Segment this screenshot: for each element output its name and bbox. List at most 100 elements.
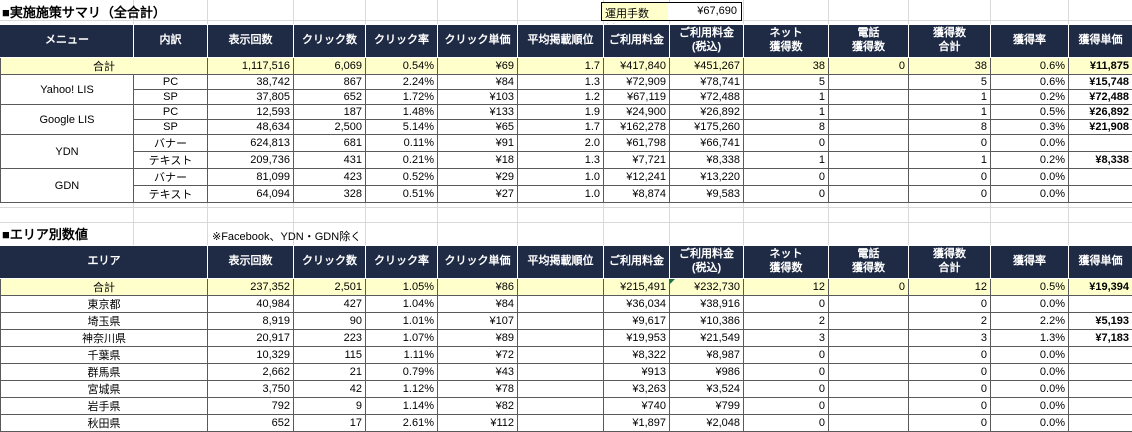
header-cell[interactable]: ご利用料金 (604, 246, 670, 279)
area-cell[interactable]: 東京都 (1, 296, 208, 313)
cell[interactable]: 1.2 (518, 90, 604, 105)
cell[interactable]: 0 (829, 58, 909, 75)
cell[interactable]: ¥451,267 (670, 58, 744, 75)
cell[interactable]: ¥19,394 (1069, 279, 1132, 296)
area-cell[interactable]: 岩手県 (1, 398, 208, 415)
cell[interactable]: 0 (909, 364, 991, 381)
cell[interactable]: ¥38,916 (670, 296, 744, 313)
cell[interactable]: 12 (909, 279, 991, 296)
cell[interactable]: ¥913 (604, 364, 670, 381)
cell[interactable] (518, 279, 604, 296)
cell[interactable]: 0 (909, 169, 991, 186)
cell[interactable]: ¥3,263 (604, 381, 670, 398)
cell[interactable]: 237,352 (208, 279, 294, 296)
cell[interactable] (518, 381, 604, 398)
cell[interactable]: 0.51% (366, 186, 438, 203)
cell[interactable]: 42 (294, 381, 366, 398)
cell[interactable]: 2 (744, 313, 829, 330)
cell[interactable]: ¥7,721 (604, 152, 670, 169)
cell[interactable]: 1 (744, 152, 829, 169)
cell[interactable]: 0.52% (366, 169, 438, 186)
cell[interactable]: 81,099 (208, 169, 294, 186)
cell[interactable]: 2,500 (294, 120, 366, 135)
breakdown-cell[interactable]: SP (134, 120, 208, 135)
cell[interactable]: 187 (294, 105, 366, 120)
cell[interactable]: 20,917 (208, 330, 294, 347)
cell[interactable]: 0.0% (991, 186, 1069, 203)
cell[interactable]: ¥67,119 (604, 90, 670, 105)
cell[interactable]: 6,069 (294, 58, 366, 75)
cell[interactable]: ¥3,524 (670, 381, 744, 398)
cell[interactable]: ¥7,183 (1069, 330, 1132, 347)
cell[interactable]: 624,813 (208, 135, 294, 152)
cell[interactable]: 1.01% (366, 313, 438, 330)
header-cell[interactable]: 獲得率 (991, 25, 1069, 58)
breakdown-cell[interactable]: バナー (134, 169, 208, 186)
cell[interactable] (1069, 135, 1132, 152)
cell[interactable] (829, 105, 909, 120)
cell[interactable] (1069, 296, 1132, 313)
header-cell[interactable]: 電話 獲得数 (829, 25, 909, 58)
cell[interactable]: 1,117,516 (208, 58, 294, 75)
cell[interactable]: 0.3% (991, 120, 1069, 135)
cell[interactable]: ¥112 (438, 415, 518, 432)
cell[interactable] (829, 152, 909, 169)
cell[interactable]: 652 (208, 415, 294, 432)
cell[interactable]: 0 (909, 347, 991, 364)
area-cell[interactable]: 千葉県 (1, 347, 208, 364)
cell[interactable]: ¥232,730 (670, 279, 744, 296)
header-cell[interactable]: エリア (1, 246, 208, 279)
breakdown-cell[interactable]: PC (134, 105, 208, 120)
cell[interactable]: 115 (294, 347, 366, 364)
header-cell[interactable]: 獲得率 (991, 246, 1069, 279)
header-cell[interactable]: 電話 獲得数 (829, 246, 909, 279)
cell[interactable]: ¥1,897 (604, 415, 670, 432)
header-cell[interactable]: クリック単価 (438, 25, 518, 58)
header-cell[interactable]: ネット 獲得数 (744, 246, 829, 279)
cell[interactable]: 0 (909, 186, 991, 203)
cell[interactable]: ¥15,748 (1069, 75, 1132, 90)
cell[interactable] (518, 330, 604, 347)
cell[interactable]: 2.0 (518, 135, 604, 152)
cell[interactable] (518, 398, 604, 415)
header-cell[interactable]: 獲得単価 (1069, 25, 1132, 58)
cell[interactable]: ¥84 (438, 296, 518, 313)
cell[interactable]: 1.7 (518, 120, 604, 135)
cell[interactable]: 1.7 (518, 58, 604, 75)
cell[interactable]: 0 (744, 169, 829, 186)
cell[interactable]: 0 (744, 296, 829, 313)
area-cell[interactable]: 神奈川県 (1, 330, 208, 347)
area-cell[interactable]: 秋田県 (1, 415, 208, 432)
cell[interactable]: ¥8,322 (604, 347, 670, 364)
cell[interactable] (518, 415, 604, 432)
header-cell[interactable]: クリック率 (366, 25, 438, 58)
cell[interactable]: ¥72,909 (604, 75, 670, 90)
cell[interactable]: ¥175,260 (670, 120, 744, 135)
cell[interactable]: 792 (208, 398, 294, 415)
cell[interactable]: 0 (909, 296, 991, 313)
header-cell[interactable]: 表示回数 (208, 246, 294, 279)
cell[interactable]: 0.0% (991, 169, 1069, 186)
cell[interactable]: 1.07% (366, 330, 438, 347)
cell[interactable]: ¥740 (604, 398, 670, 415)
cell[interactable]: ¥78,741 (670, 75, 744, 90)
header-cell[interactable]: ネット 獲得数 (744, 25, 829, 58)
cell[interactable]: 0.0% (991, 364, 1069, 381)
cell[interactable]: 1.3 (518, 152, 604, 169)
cell[interactable]: ¥986 (670, 364, 744, 381)
cell[interactable]: ¥417,840 (604, 58, 670, 75)
cell[interactable]: ¥9,583 (670, 186, 744, 203)
cell[interactable]: ¥89 (438, 330, 518, 347)
cell[interactable]: 1.48% (366, 105, 438, 120)
cell[interactable] (1069, 186, 1132, 203)
cell[interactable]: ¥24,900 (604, 105, 670, 120)
cell[interactable]: 0.0% (991, 135, 1069, 152)
cell[interactable] (518, 347, 604, 364)
cell[interactable]: ¥72,488 (1069, 90, 1132, 105)
cell[interactable]: ¥2,048 (670, 415, 744, 432)
cell[interactable]: 0 (744, 347, 829, 364)
cell[interactable]: 1 (909, 105, 991, 120)
cell[interactable]: 2,662 (208, 364, 294, 381)
header-cell[interactable]: 平均掲載順位 (518, 246, 604, 279)
cell[interactable]: 2,501 (294, 279, 366, 296)
